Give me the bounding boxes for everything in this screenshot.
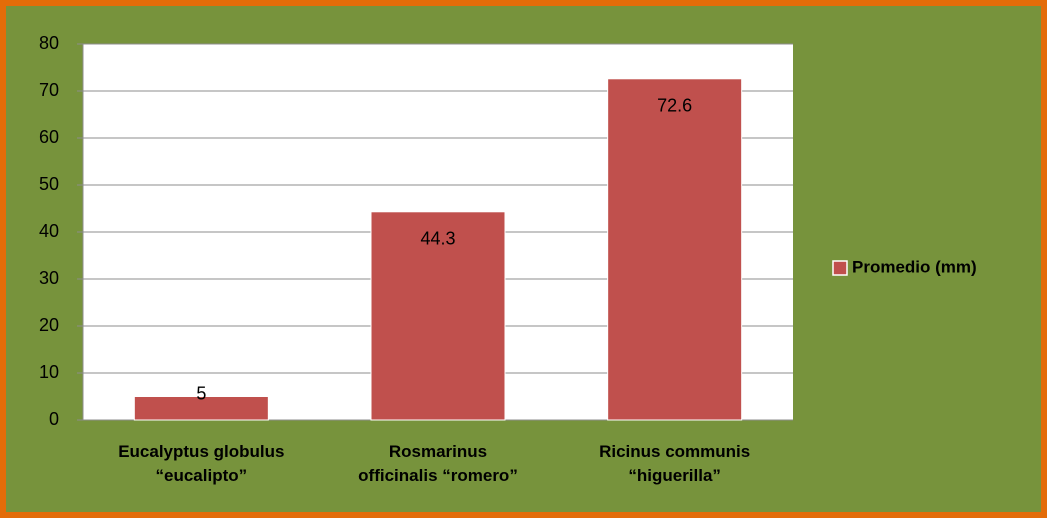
x-tick-label: Ricinus communis “higuerilla” xyxy=(599,442,751,485)
y-tick-label: 0 xyxy=(49,409,59,429)
bar xyxy=(607,78,743,421)
data-label: 72.6 xyxy=(657,96,692,116)
bar xyxy=(370,211,506,421)
x-tick-label: Eucalyptus globulus “eucalipto” xyxy=(118,442,285,485)
data-label: 5 xyxy=(196,383,206,403)
legend-label: Promedio (mm) xyxy=(852,257,977,276)
y-tick-label: 40 xyxy=(39,221,59,241)
y-tick-label: 50 xyxy=(39,174,59,194)
x-tick-label: Rosmarinus officinalis “romero” xyxy=(358,442,518,485)
y-tick-label: 30 xyxy=(39,268,59,288)
y-tick-label: 20 xyxy=(39,315,59,335)
y-tick-label: 10 xyxy=(39,362,59,382)
data-label: 44.3 xyxy=(420,229,455,249)
y-tick-label: 70 xyxy=(39,80,59,100)
y-tick-label: 60 xyxy=(39,127,59,147)
y-tick-label: 80 xyxy=(39,33,59,53)
legend-marker xyxy=(832,260,848,276)
bar xyxy=(133,396,269,421)
